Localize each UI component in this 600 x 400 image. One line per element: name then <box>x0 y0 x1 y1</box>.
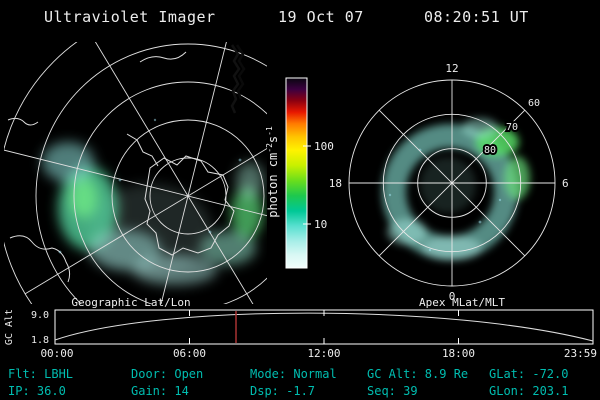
altitude-axis-ticks <box>189 310 459 344</box>
alt-xtick-0000: 00:00 <box>40 347 73 360</box>
geo-latlon-grid <box>4 42 267 304</box>
colorbar-gradient <box>285 77 308 269</box>
apex-grid <box>348 79 556 287</box>
status-filter: Flt: LBHL <box>8 367 74 381</box>
aurora-emission-apex <box>382 118 530 260</box>
status-gc-alt: GC Alt: 8.9 Re <box>367 367 469 381</box>
colorbar-units-label: photon cm-2s-1 <box>265 126 280 218</box>
colorbar-units-sup1: -2 <box>265 143 274 153</box>
mlat-label-80: 80 <box>484 145 496 156</box>
date-display: 19 Oct 07 <box>278 8 364 26</box>
alt-ylabel: GC Alt <box>4 309 15 345</box>
mlat-label-70: 70 <box>506 122 518 133</box>
status-gain: Gain: 14 <box>131 384 189 398</box>
altitude-curve <box>54 312 594 342</box>
noise-speckles-geo <box>58 118 242 254</box>
colorbar-tick-100: 100 <box>314 140 334 153</box>
landmass-silhouette <box>230 44 246 114</box>
mlt-label-0: 0 <box>449 290 456 303</box>
alt-xtick-2359: 23:59 <box>564 347 597 360</box>
colorbar-units-prefix: photon cm <box>266 153 280 218</box>
alt-ytick-top: 9.0 <box>31 310 49 321</box>
mlat-label-60: 60 <box>528 98 540 109</box>
status-glat: GLat: -72.0 <box>489 367 569 381</box>
status-ip: IP: 36.0 <box>8 384 66 398</box>
mlt-label-12: 12 <box>445 62 458 75</box>
status-seq: Seq: 39 <box>367 384 418 398</box>
status-door: Door: Open <box>131 367 204 381</box>
aurora-emission-geo <box>42 142 264 285</box>
alt-xtick-1800: 18:00 <box>442 347 475 360</box>
geo-plot-caption: Geographic Lat/Lon <box>71 296 190 309</box>
time-display: 08:20:51 UT <box>424 8 529 26</box>
colorbar-tick-10: 10 <box>314 218 327 231</box>
alt-xtick-1200: 12:00 <box>307 347 340 360</box>
mlt-label-6: 6 <box>562 177 569 190</box>
colorbar-units-mid: s <box>266 136 280 143</box>
geo-plot <box>4 42 267 304</box>
status-mode: Mode: Normal <box>250 367 337 381</box>
colorbar: 100 10 photon cm-2s-1 <box>265 77 334 269</box>
mlt-label-18: 18 <box>329 177 342 190</box>
colorbar-units-sup2: -1 <box>265 126 274 136</box>
antarctica-coastline <box>7 51 235 283</box>
alt-ytick-bottom: 1.8 <box>31 335 49 346</box>
app-title: Ultraviolet Imager <box>44 8 216 26</box>
apex-plot: 12 18 6 0 60 70 80 <box>329 62 569 303</box>
alt-xtick-0600: 06:00 <box>173 347 206 360</box>
status-dsp: Dsp: -1.7 <box>250 384 316 398</box>
status-glon: GLon: 203.1 <box>489 384 569 398</box>
altitude-panel: Geographic Lat/Lon Apex MLat/MLT 9.0 1.8… <box>4 296 597 360</box>
apex-plot-caption: Apex MLat/MLT <box>419 296 505 309</box>
